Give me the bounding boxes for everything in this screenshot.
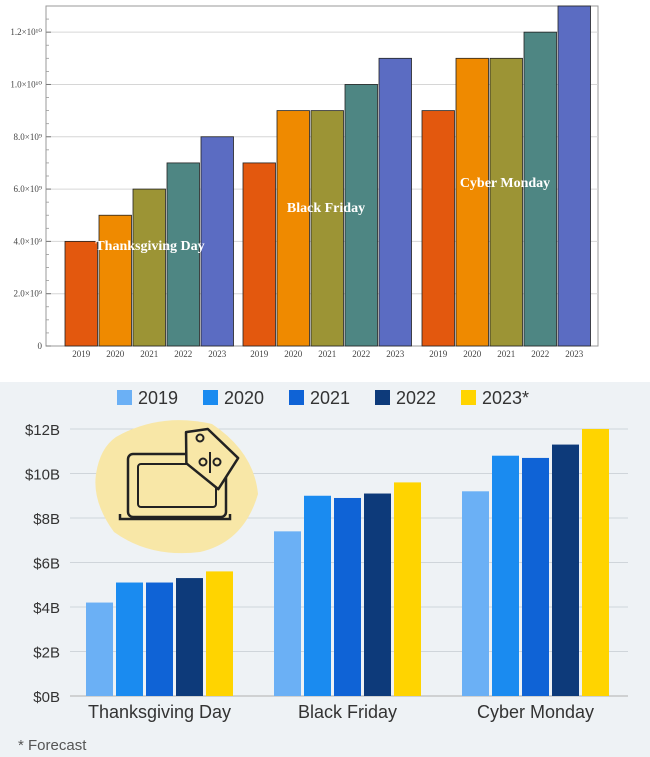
x-tick-label: 2021 bbox=[140, 349, 158, 359]
y-tick-label: 8.0×10⁹ bbox=[14, 132, 42, 142]
y-tick-label: $12B bbox=[25, 422, 60, 439]
price-tag-hole-icon bbox=[195, 433, 205, 443]
legend-swatch-2019 bbox=[117, 390, 132, 405]
category-label-cyber-monday: Cyber Monday bbox=[477, 702, 594, 722]
bar-cyber-monday-2019 bbox=[421, 110, 455, 347]
bar-cyber-monday-2019 bbox=[462, 491, 489, 696]
bar-black-friday-2020 bbox=[304, 495, 331, 696]
y-tick-label: 0 bbox=[38, 341, 43, 351]
y-tick-label: 4.0×10⁹ bbox=[14, 236, 42, 246]
y-tick-label: $6B bbox=[33, 556, 60, 573]
x-tick-label: 2023 bbox=[208, 349, 227, 359]
legend-label: 2019 bbox=[138, 388, 178, 408]
bar-thanksgiving-day-2022 bbox=[166, 162, 200, 347]
legend-label: 2022 bbox=[396, 388, 436, 408]
x-tick-label: 2019 bbox=[250, 349, 269, 359]
bar-cyber-monday-2020 bbox=[492, 455, 519, 696]
laptop-price-tag-icon bbox=[118, 427, 240, 521]
bottom-chart-panel: 2019 2020 2021 2022 2023* $0B $2B $4B $6B $8B $10B… bbox=[0, 382, 650, 757]
category-label-black-friday: Black Friday bbox=[298, 702, 397, 722]
bottom-bar-chart: 2019 2020 2021 2022 2023* $0B $2B $4B $6B $8B $10B… bbox=[18, 388, 628, 754]
legend-swatch-2022 bbox=[375, 390, 390, 405]
y-tick-label: $8B bbox=[33, 511, 60, 528]
bar-cyber-monday-2023 bbox=[557, 5, 591, 347]
x-tick-label: 2023 bbox=[386, 349, 405, 359]
bar-black-friday-2023 bbox=[394, 482, 421, 696]
bar-thanksgiving-day-2020 bbox=[98, 214, 132, 347]
x-tick-label: 2022 bbox=[174, 349, 192, 359]
category-label-thanksgiving-day: Thanksgiving Day bbox=[88, 702, 231, 722]
y-tick-label: 1.0×10¹⁰ bbox=[10, 79, 42, 89]
bar-black-friday-2022 bbox=[344, 84, 378, 347]
x-tick-label: 2020 bbox=[106, 349, 125, 359]
legend-swatch-2021 bbox=[289, 390, 304, 405]
percent-dot-icon bbox=[212, 457, 222, 467]
bar-black-friday-2021 bbox=[310, 110, 344, 347]
badge-blob bbox=[95, 420, 258, 554]
bar-thanksgiving-day-2021 bbox=[132, 188, 166, 347]
bar-thanksgiving-day-2019 bbox=[64, 240, 98, 347]
group-label-cyber-monday: Cyber Monday bbox=[460, 176, 550, 191]
bar-cyber-monday-2021 bbox=[522, 457, 549, 696]
group-label-thanksgiving-day: Thanksgiving Day bbox=[95, 239, 204, 254]
legend-label: 2020 bbox=[224, 388, 264, 408]
x-tick-label: 2020 bbox=[463, 349, 482, 359]
bar-cyber-monday-2020 bbox=[455, 57, 489, 347]
bar-black-friday-2022 bbox=[364, 493, 391, 696]
x-tick-label: 2023 bbox=[565, 349, 584, 359]
x-tick-label: 2021 bbox=[497, 349, 515, 359]
bar-thanksgiving-day-2019 bbox=[86, 602, 113, 696]
bar-thanksgiving-day-2023 bbox=[206, 571, 233, 696]
x-tick-label: 2021 bbox=[318, 349, 336, 359]
legend-swatch-2023 bbox=[461, 390, 476, 405]
bar-black-friday-2020 bbox=[276, 110, 310, 347]
x-tick-label: 2020 bbox=[284, 349, 303, 359]
y-tick-label: $10B bbox=[25, 467, 60, 484]
bar-cyber-monday-2021 bbox=[489, 57, 523, 347]
group-label-black-friday: Black Friday bbox=[287, 201, 365, 216]
laptop-base-icon bbox=[118, 514, 232, 521]
x-tick-label: 2022 bbox=[531, 349, 549, 359]
x-tick-label: 2019 bbox=[72, 349, 91, 359]
bar-thanksgiving-day-2022 bbox=[176, 578, 203, 696]
top-bar-chart: 0 2.0×10⁹ 4.0×10⁹ 6.0×10⁹ 8.0×10⁹ 1.0×10¹⁰ 1.2… bbox=[10, 5, 599, 359]
x-tick-label: 2022 bbox=[352, 349, 370, 359]
bar-cyber-monday-2023 bbox=[582, 429, 609, 696]
bar-black-friday-2021 bbox=[334, 497, 361, 696]
bar-black-friday-2019 bbox=[274, 531, 301, 696]
bar-cyber-monday-2022 bbox=[523, 31, 557, 347]
y-tick-label: 1.2×10¹⁰ bbox=[10, 27, 42, 37]
bar-black-friday-2023 bbox=[378, 57, 412, 347]
y-tick-label: 6.0×10⁹ bbox=[14, 184, 42, 194]
y-tick-label: $2B bbox=[33, 645, 60, 662]
percent-dot-icon bbox=[198, 457, 208, 467]
legend-label: 2023* bbox=[482, 388, 529, 408]
y-tick-label: $4B bbox=[33, 600, 60, 617]
bar-black-friday-2019 bbox=[242, 162, 276, 347]
bar-thanksgiving-day-2021 bbox=[146, 582, 173, 696]
y-tick-label: 2.0×10⁹ bbox=[14, 289, 42, 299]
x-tick-label: 2019 bbox=[429, 349, 448, 359]
price-tag-icon bbox=[184, 427, 240, 491]
bar-thanksgiving-day-2023 bbox=[200, 136, 234, 347]
legend-swatch-2020 bbox=[203, 390, 218, 405]
bar-thanksgiving-day-2020 bbox=[116, 582, 143, 696]
legend-label: 2021 bbox=[310, 388, 350, 408]
y-tick-label: $0B bbox=[33, 689, 60, 706]
bar-cyber-monday-2022 bbox=[552, 444, 579, 696]
laptop-screen-icon bbox=[126, 452, 228, 519]
footnote: * Forecast bbox=[18, 737, 87, 754]
